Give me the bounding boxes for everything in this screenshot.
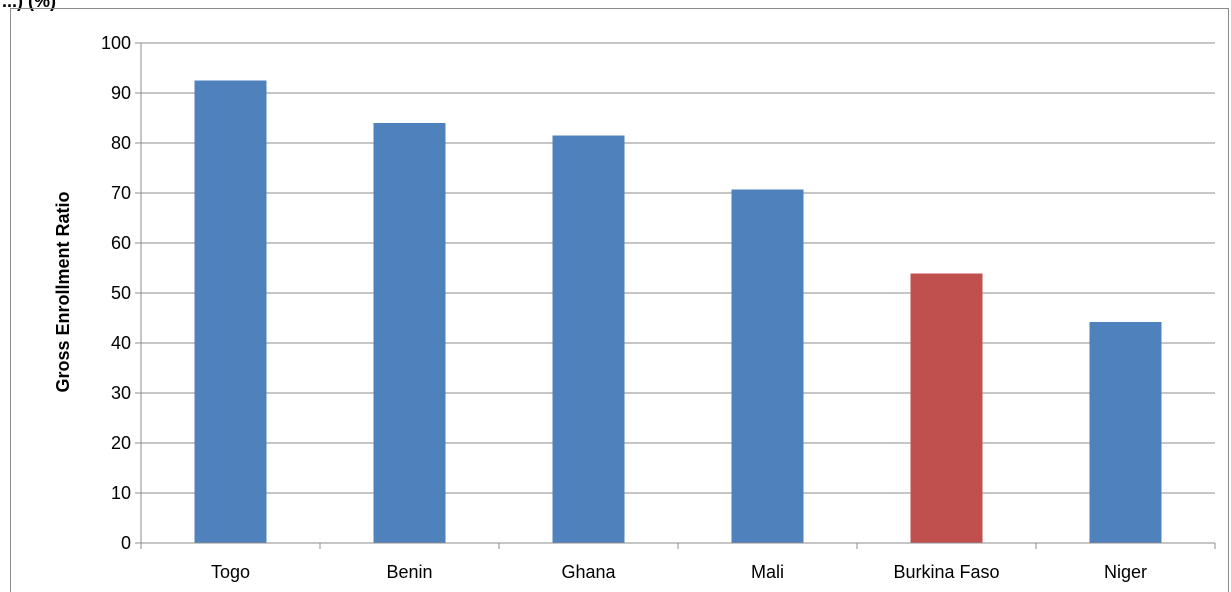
cut-off-title-fragment: ...) (%) (2, 0, 56, 11)
y-tick-label: 60 (111, 233, 131, 253)
x-tick-label: Togo (211, 562, 250, 582)
bar-benin (373, 123, 446, 543)
y-tick-label: 100 (101, 33, 131, 53)
x-tick-label: Mali (751, 562, 784, 582)
bar-burkina-faso (910, 273, 983, 543)
y-tick-label: 50 (111, 283, 131, 303)
bar-niger (1089, 322, 1162, 543)
y-tick-label: 30 (111, 383, 131, 403)
y-tick-label: 20 (111, 433, 131, 453)
bar-mali (731, 189, 804, 543)
tick-labels: 0 10 20 30 40 50 60 70 80 90 100 Togo Benin Ghana Mali… (101, 33, 1147, 582)
bar-togo (194, 80, 267, 543)
y-tick-label: 70 (111, 183, 131, 203)
y-tick-label: 40 (111, 333, 131, 353)
y-tick-label: 90 (111, 83, 131, 103)
bar-ghana (552, 135, 625, 543)
axes (135, 42, 1216, 549)
bars (194, 80, 1162, 543)
x-tick-label: Niger (1104, 562, 1147, 582)
y-tick-label: 80 (111, 133, 131, 153)
x-tick-label: Burkina Faso (893, 562, 999, 582)
y-tick-label: 10 (111, 483, 131, 503)
y-tick-label: 0 (121, 533, 131, 553)
x-tick-label: Ghana (561, 562, 616, 582)
gridlines (141, 42, 1215, 494)
chart-frame (10, 8, 1229, 592)
y-axis-title: Gross Enrollment Ratio (53, 191, 73, 392)
x-tick-label: Benin (386, 562, 432, 582)
